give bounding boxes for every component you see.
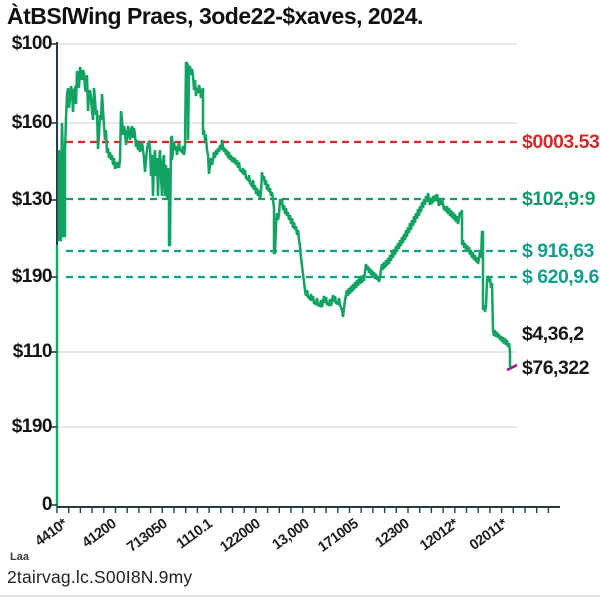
reference-label-4: $4,36,2 bbox=[522, 323, 584, 345]
reference-label-5: $76,322 bbox=[522, 357, 590, 379]
y-tick-label-4: $110 bbox=[12, 341, 53, 362]
reference-label-1: $102,9:9 bbox=[522, 188, 595, 210]
y-tick-label-3: $190 bbox=[11, 266, 53, 287]
reference-label-3: $ 620,9.6 bbox=[522, 266, 599, 288]
y-tick-label-0: $100 bbox=[11, 33, 53, 54]
line-end-tick bbox=[506, 363, 518, 372]
bottom-edge-strip bbox=[0, 595, 600, 597]
footer-note-large: 2tairvag.lc.S00I8N.9my bbox=[7, 567, 193, 587]
price-line-series-0 bbox=[57, 61, 513, 370]
reference-label-0: $0003.53 bbox=[522, 131, 600, 153]
chart-title: ÀtBSſWing Praes, 3ode22-$xaves, 2024. bbox=[7, 3, 423, 29]
y-tick-label-2: $130 bbox=[11, 189, 53, 210]
reference-label-2: $ 916,63 bbox=[522, 240, 594, 262]
footer-note-small: Laa bbox=[10, 551, 29, 563]
y-tick-label-5: $190 bbox=[11, 416, 53, 437]
y-tick-label-1: $160 bbox=[11, 112, 53, 133]
y-tick-label-6: 0 bbox=[41, 494, 53, 515]
